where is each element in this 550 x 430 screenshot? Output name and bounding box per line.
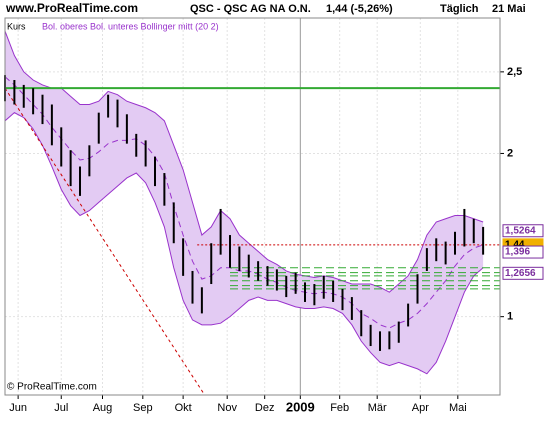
price-label: 1,44	[505, 239, 525, 250]
x-tick-label: Feb	[330, 402, 349, 414]
x-tick-label: Dez	[255, 402, 275, 414]
x-tick-label: Nov	[217, 402, 237, 414]
x-tick-label: Mai	[449, 402, 467, 414]
x-tick-label: Mär	[368, 402, 387, 414]
plot-border	[4, 17, 501, 396]
x-tick-label: Apr	[412, 402, 429, 414]
band-mid	[5, 76, 484, 329]
price-label-box	[502, 224, 544, 238]
x-tick-label: Sep	[133, 402, 153, 414]
x-tick-label: Jun	[9, 402, 27, 414]
band-lower	[5, 112, 484, 375]
chart-title: QSC - QSC AG NA O.N.	[190, 3, 311, 15]
period: Täglich	[440, 3, 479, 15]
legend-label: Kurs	[7, 21, 26, 31]
y-tick-label: 2	[507, 147, 513, 159]
price-label-box	[502, 266, 544, 280]
band-upper	[5, 30, 484, 293]
band-legend: Bol. oberes Bol. unteres Bollinger mitt …	[42, 21, 219, 31]
quote: 1,44 (-5,26%)	[326, 3, 393, 15]
price-label: 1,5264	[505, 225, 536, 236]
price-label: 1,2656	[505, 268, 536, 279]
x-tick-label: Aug	[93, 402, 113, 414]
y-tick-label: 1	[507, 311, 513, 323]
x-tick-label: Okt	[175, 402, 192, 414]
y-tick-label: 2,5	[507, 66, 522, 78]
trend-line	[4, 87, 206, 396]
copyright: © ProRealTime.com	[7, 382, 97, 393]
band-fill	[5, 31, 484, 374]
price-label: 1,396	[505, 247, 530, 258]
date: 21 Mai	[492, 3, 526, 15]
x-tick-label: Jul	[54, 402, 68, 414]
price-label-box	[502, 245, 544, 259]
x-tick-label: 2009	[286, 399, 315, 414]
source: www.ProRealTime.com	[5, 1, 138, 15]
